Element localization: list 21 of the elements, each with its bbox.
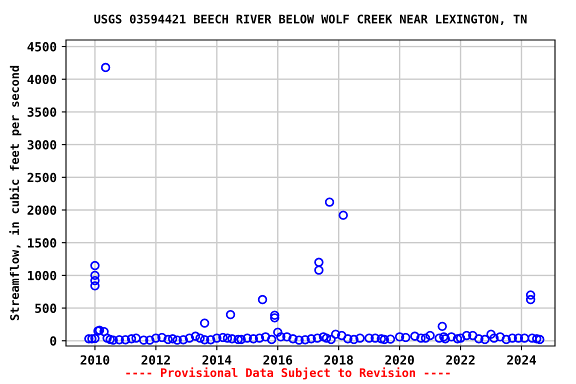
- y-tick-label: 2500: [28, 172, 56, 182]
- y-tick-label: 1000: [28, 270, 56, 280]
- x-tick-label: 2014: [202, 355, 232, 365]
- x-tick-label: 2016: [263, 355, 292, 365]
- x-tick-label: 2024: [507, 355, 536, 365]
- y-tick-label: 3000: [28, 140, 56, 150]
- x-tick-label: 2010: [80, 355, 110, 365]
- y-tick-label: 3500: [28, 107, 56, 117]
- x-tick-label: 2018: [324, 355, 353, 365]
- y-axis-title: Streamflow, in cubic feet per second: [9, 66, 22, 320]
- y-tick-label: 4000: [27, 74, 56, 84]
- x-tick-label: 2020: [385, 355, 414, 365]
- y-tick-label: 2000: [28, 205, 56, 215]
- text: ---- Provisional Data Subject to Revision ----: [126, 367, 450, 380]
- y-tick-label: 0: [50, 336, 56, 346]
- chart-title: USGS 03594421 BEECH RIVER BELOW WOLF CREEK NEAR LEXINGTON, TN: [94, 14, 527, 25]
- x-tick-label: 2022: [446, 355, 475, 365]
- y-tick-label: 4500: [27, 42, 56, 52]
- x-tick-label: 2012: [142, 355, 170, 365]
- y-tick-label: 500: [35, 304, 56, 314]
- y-tick-label: 1500: [28, 238, 56, 248]
